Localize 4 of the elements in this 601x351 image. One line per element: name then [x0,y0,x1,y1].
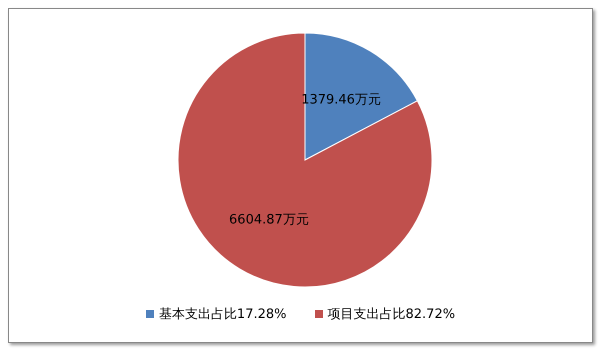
data-label: 6604.87万元 [229,212,309,228]
legend-label: 项目支出占比82.72% [328,306,456,323]
legend-label: 基本支出占比17.28% [158,306,286,323]
pie-slice [178,32,432,288]
